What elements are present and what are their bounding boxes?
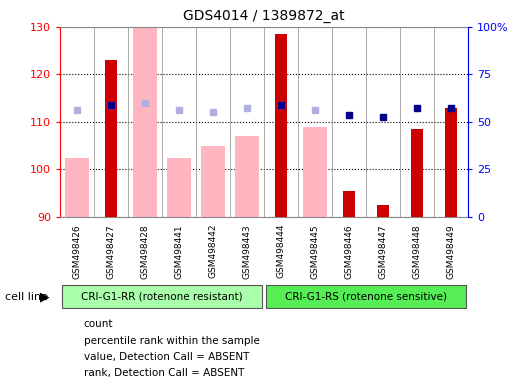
Bar [275, 34, 287, 217]
Text: CRI-G1-RS (rotenone sensitive): CRI-G1-RS (rotenone sensitive) [285, 291, 447, 302]
Text: GSM498447: GSM498447 [379, 224, 388, 278]
Bar [235, 136, 259, 217]
Bar [411, 129, 423, 217]
Text: count: count [84, 319, 113, 329]
Bar [62, 285, 263, 308]
Text: CRI-G1-RR (rotenone resistant): CRI-G1-RR (rotenone resistant) [81, 291, 243, 302]
Bar [105, 60, 117, 217]
Bar [303, 127, 327, 217]
Text: GSM498444: GSM498444 [277, 224, 286, 278]
Bar [266, 285, 467, 308]
Text: GSM498446: GSM498446 [345, 224, 354, 278]
Text: GSM498426: GSM498426 [73, 224, 82, 278]
Text: GSM498441: GSM498441 [175, 224, 184, 278]
Bar [377, 205, 389, 217]
Bar [133, 27, 157, 217]
Text: GSM498449: GSM498449 [447, 224, 456, 278]
Bar [201, 146, 225, 217]
Text: rank, Detection Call = ABSENT: rank, Detection Call = ABSENT [84, 368, 244, 378]
Text: ▶: ▶ [40, 290, 49, 303]
Text: GSM498428: GSM498428 [141, 224, 150, 278]
Text: GSM498443: GSM498443 [243, 224, 252, 278]
Text: percentile rank within the sample: percentile rank within the sample [84, 336, 259, 346]
Bar [343, 191, 355, 217]
Bar [445, 108, 457, 217]
Text: GSM498445: GSM498445 [311, 224, 320, 278]
Text: value, Detection Call = ABSENT: value, Detection Call = ABSENT [84, 352, 249, 362]
Text: GSM498448: GSM498448 [413, 224, 422, 278]
Title: GDS4014 / 1389872_at: GDS4014 / 1389872_at [183, 9, 345, 23]
Text: GSM498442: GSM498442 [209, 224, 218, 278]
Text: GSM498427: GSM498427 [107, 224, 116, 278]
Text: cell line: cell line [5, 291, 48, 302]
Bar [65, 157, 89, 217]
Bar [167, 157, 191, 217]
